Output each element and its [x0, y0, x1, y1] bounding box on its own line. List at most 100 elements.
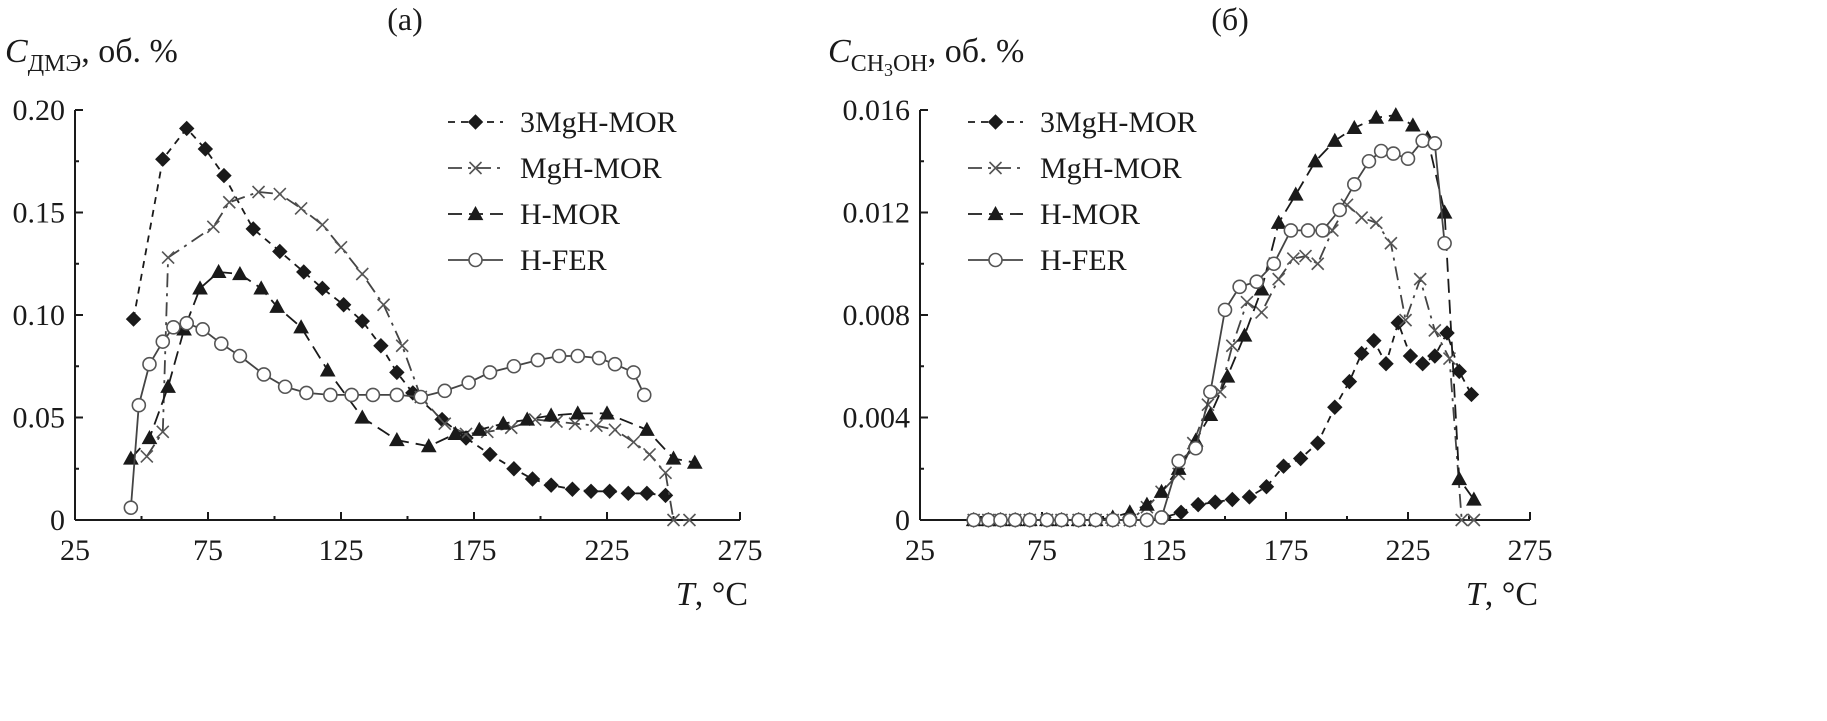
data-point [319, 362, 336, 377]
y-axis-title: CCH3OH, об. % [828, 33, 1024, 80]
data-point [344, 387, 359, 403]
y-tick-label: 0.10 [13, 299, 66, 332]
data-point [323, 387, 338, 403]
data-point [1368, 109, 1385, 124]
legend-entry: MgH-MOR [520, 152, 662, 185]
data-point [438, 417, 452, 431]
data-point [627, 435, 641, 449]
data-point [1188, 440, 1204, 456]
data-point [1310, 435, 1326, 451]
data-point [335, 297, 352, 313]
data-point [1240, 295, 1254, 309]
data-point [1292, 450, 1309, 467]
data-point [256, 367, 272, 382]
panel-label: (б) [1211, 1, 1249, 37]
data-point [1466, 491, 1482, 506]
data-point [1437, 235, 1452, 251]
y-tick-label: 0.008 [843, 299, 911, 332]
data-point [599, 405, 615, 420]
x-tick-label: 225 [1386, 534, 1431, 567]
x-tick-label: 75 [1027, 534, 1057, 567]
legend-marker [988, 161, 1003, 175]
data-point [125, 311, 142, 327]
legend-marker [468, 252, 483, 268]
data-point [1463, 386, 1480, 403]
data-point [1311, 257, 1325, 271]
data-point [296, 264, 312, 280]
data-point [192, 280, 208, 295]
data-point [272, 243, 288, 260]
data-point [131, 397, 147, 413]
data-point [1122, 512, 1138, 528]
data-point [365, 387, 381, 403]
data-point [1255, 305, 1269, 320]
data-point [160, 378, 176, 393]
data-point [569, 405, 586, 420]
data-point [447, 425, 464, 440]
data-point [293, 319, 309, 334]
data-point [273, 187, 287, 201]
data-point [1467, 513, 1481, 527]
data-point [1414, 355, 1431, 372]
data-point [161, 251, 175, 265]
data-point [179, 120, 195, 137]
data-point [607, 356, 623, 372]
data-point [354, 313, 370, 329]
data-point [299, 385, 314, 401]
legend-marker [467, 205, 484, 221]
data-point [253, 280, 270, 295]
data-point [155, 151, 171, 167]
data-point [1326, 132, 1343, 147]
data-point [1451, 363, 1467, 380]
data-point [179, 315, 195, 331]
data-point [214, 336, 229, 352]
data-point [564, 481, 581, 497]
data-point [591, 350, 607, 366]
data-point [1286, 252, 1300, 266]
data-point [1387, 107, 1404, 122]
data-point [1332, 202, 1347, 218]
data-point [639, 421, 655, 436]
data-point [1232, 279, 1247, 295]
data-point [1373, 143, 1389, 159]
panel-b: 25 75 125 175 225 275 0 0.004 0.008 0.012 0.016 (б)… [828, 1, 1553, 613]
data-point [1054, 512, 1069, 528]
data-point [1384, 236, 1398, 250]
x-axis-title: T, °C [676, 576, 748, 613]
data-point [232, 265, 248, 281]
x-tick-label: 25 [60, 534, 90, 567]
data-point [506, 461, 522, 477]
y-tick-label: 0.05 [13, 402, 66, 435]
data-point [601, 483, 618, 500]
series-line [973, 203, 1474, 521]
x-tick-label: 225 [585, 534, 630, 567]
x-tick-label: 275 [718, 534, 763, 567]
series-line [130, 271, 695, 464]
data-point [355, 267, 369, 281]
data-point [471, 421, 488, 436]
data-point [1442, 351, 1457, 366]
data-point [1353, 345, 1370, 362]
data-point [543, 407, 559, 422]
data-point [1398, 313, 1413, 327]
data-point [1139, 496, 1155, 511]
legend-entry: 3MgH-MOR [1040, 106, 1197, 139]
data-point [570, 348, 586, 364]
data-point [1154, 510, 1169, 525]
data-point [1307, 153, 1324, 168]
data-point [639, 485, 655, 502]
data-point [389, 387, 405, 403]
data-point [1071, 512, 1086, 528]
x-tick-label: 25 [905, 534, 935, 567]
data-point [1249, 274, 1265, 289]
data-point [197, 141, 214, 157]
y-tick-label: 0.016 [843, 94, 911, 127]
x-tick-label: 125 [319, 534, 364, 567]
series-3mgh-mor [965, 314, 1480, 528]
legend-entry: H-FER [520, 244, 607, 277]
data-point [458, 430, 474, 446]
y-tick-label: 0 [895, 504, 910, 537]
data-point [461, 375, 476, 390]
data-point [413, 389, 429, 405]
